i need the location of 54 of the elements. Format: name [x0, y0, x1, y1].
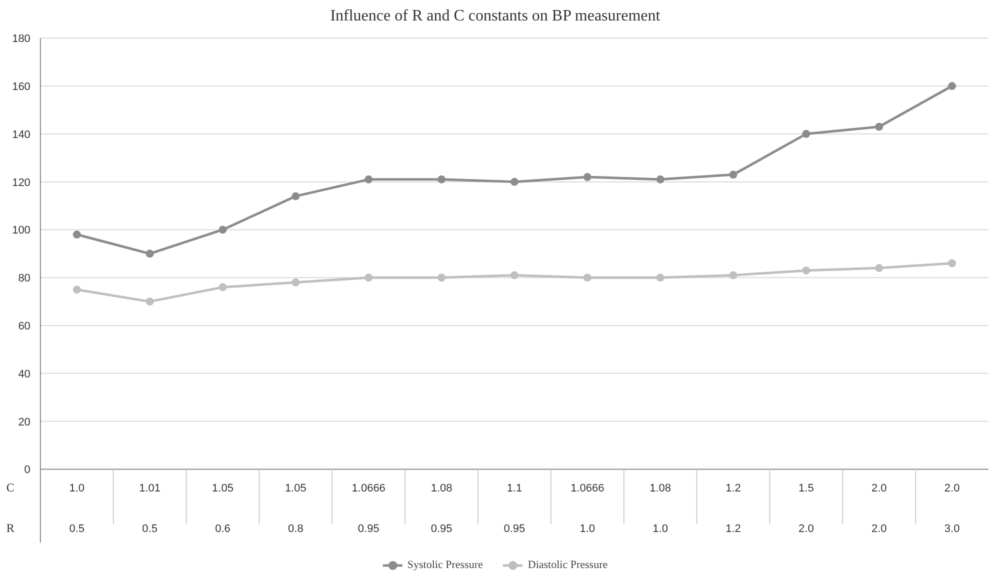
point	[72, 230, 81, 239]
point	[364, 175, 373, 184]
chart-title: Influence of R and C constants on BP measurement	[330, 8, 661, 24]
point	[510, 271, 518, 280]
y-tick-label: 60	[18, 320, 30, 333]
point	[729, 271, 738, 280]
category-label: 1.08 0.95	[430, 482, 452, 535]
y-tick-label: 0	[24, 464, 30, 476]
y-tick-label: 80	[18, 272, 30, 285]
y-tick-label: 40	[18, 368, 30, 380]
point	[583, 274, 592, 282]
point	[875, 264, 884, 272]
point	[729, 170, 738, 179]
y-tick-label: 120	[12, 176, 30, 189]
category-label: 1.1 0.95	[504, 482, 526, 535]
category-label: 1.0 0.5	[69, 482, 85, 535]
point	[364, 274, 373, 282]
point	[948, 259, 956, 268]
text: C	[6, 480, 14, 495]
point	[146, 250, 154, 258]
category-label: 1.0666 0.95	[352, 482, 386, 535]
category-label: 2.0 2.0	[871, 482, 887, 535]
point	[218, 226, 227, 234]
category-label: 1.01 0.5	[139, 482, 161, 535]
point	[438, 274, 446, 282]
y-tick-label: 160	[12, 81, 30, 94]
point	[292, 192, 300, 200]
legend-label: Systolic Pressure	[407, 559, 483, 571]
text: R	[6, 520, 14, 535]
point	[948, 82, 956, 90]
category-label: 1.0666 1.0	[570, 482, 604, 535]
category-label: 1.08 1.0	[650, 482, 672, 535]
point	[656, 175, 664, 184]
category-label: 1.05 0.8	[284, 482, 306, 535]
category-label: 2.0 3.0	[944, 482, 960, 535]
point	[146, 298, 154, 306]
point	[510, 178, 518, 186]
point	[292, 278, 300, 286]
point	[656, 274, 664, 282]
category-label: 1.5 2.0	[798, 482, 814, 535]
y-tick-label: 100	[12, 224, 30, 237]
point	[72, 286, 81, 294]
point	[875, 122, 884, 131]
y-tick-label: 180	[12, 33, 30, 46]
category-label: 1.05 0.6	[212, 482, 234, 535]
point	[583, 173, 592, 182]
y-tick-label: 20	[18, 416, 30, 428]
point	[438, 175, 446, 184]
point	[802, 130, 810, 138]
category-label: 1.2 1.2	[726, 482, 741, 535]
legend-label: Diastolic Pressure	[528, 559, 608, 571]
y-tick-label: 140	[12, 128, 30, 141]
point	[802, 266, 810, 274]
point	[218, 283, 227, 292]
